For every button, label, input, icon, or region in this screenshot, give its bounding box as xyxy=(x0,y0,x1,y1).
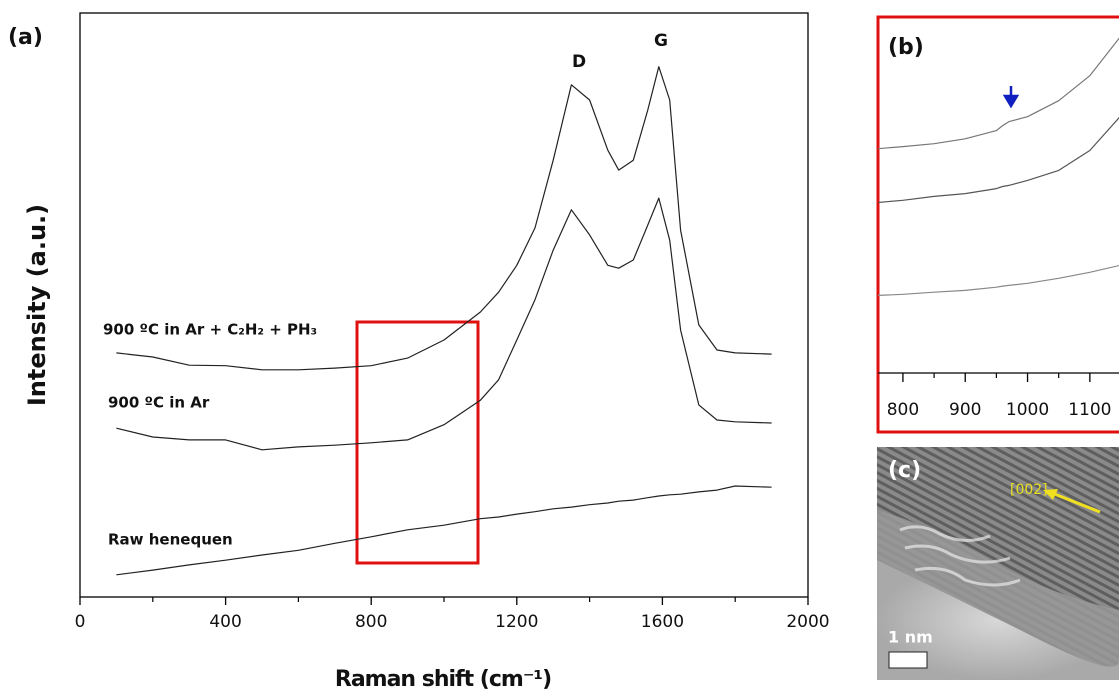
spectrum-line xyxy=(878,265,1119,295)
x-tick-label: 800 xyxy=(887,400,919,420)
series-group xyxy=(878,36,1119,296)
x-tick-label: 1600 xyxy=(641,612,684,632)
page: Raman spectra figure html, body { margin… xyxy=(0,0,1119,697)
panel-label: (b) xyxy=(888,35,924,60)
series-label: 900 ºC in Ar + C₂H₂ + PH₃ xyxy=(103,321,317,339)
scale-label: 1 nm xyxy=(888,628,933,647)
scale-bar xyxy=(889,652,927,668)
x-axis-label: Raman shift (cm⁻¹) xyxy=(335,667,551,692)
x-tick-label: 1000 xyxy=(1006,400,1049,420)
x-tick-label: 0 xyxy=(75,612,86,632)
body: {"chart_data": [ {"type": "line", "panel… xyxy=(0,0,1119,697)
series-label: 900 ºC in Ar xyxy=(108,394,210,412)
annotation: [002] xyxy=(1010,482,1048,498)
x-tick-label: 800 xyxy=(355,612,387,632)
arrow xyxy=(1005,86,1017,106)
plot-frame xyxy=(80,13,808,597)
x-tick-label: 1100 xyxy=(1068,400,1111,420)
x-tick-label: 900 xyxy=(949,400,981,420)
figure: (a) Intensity (a.u.) Raman shift (cm⁻¹) … xyxy=(0,0,1119,697)
peak-label: D xyxy=(572,52,586,72)
series-label: Raw henequen xyxy=(108,531,233,549)
x-tick-label: 400 xyxy=(209,612,241,632)
panel-label: (c) xyxy=(888,458,921,483)
panel-label: (a) xyxy=(8,25,43,50)
x-tick-label: 1200 xyxy=(495,612,538,632)
x-tick-label: 2000 xyxy=(786,612,829,632)
panel-frame xyxy=(878,17,1119,432)
peak-label: G xyxy=(654,31,668,51)
y-axis-label: Intensity (a.u.) xyxy=(23,204,51,406)
